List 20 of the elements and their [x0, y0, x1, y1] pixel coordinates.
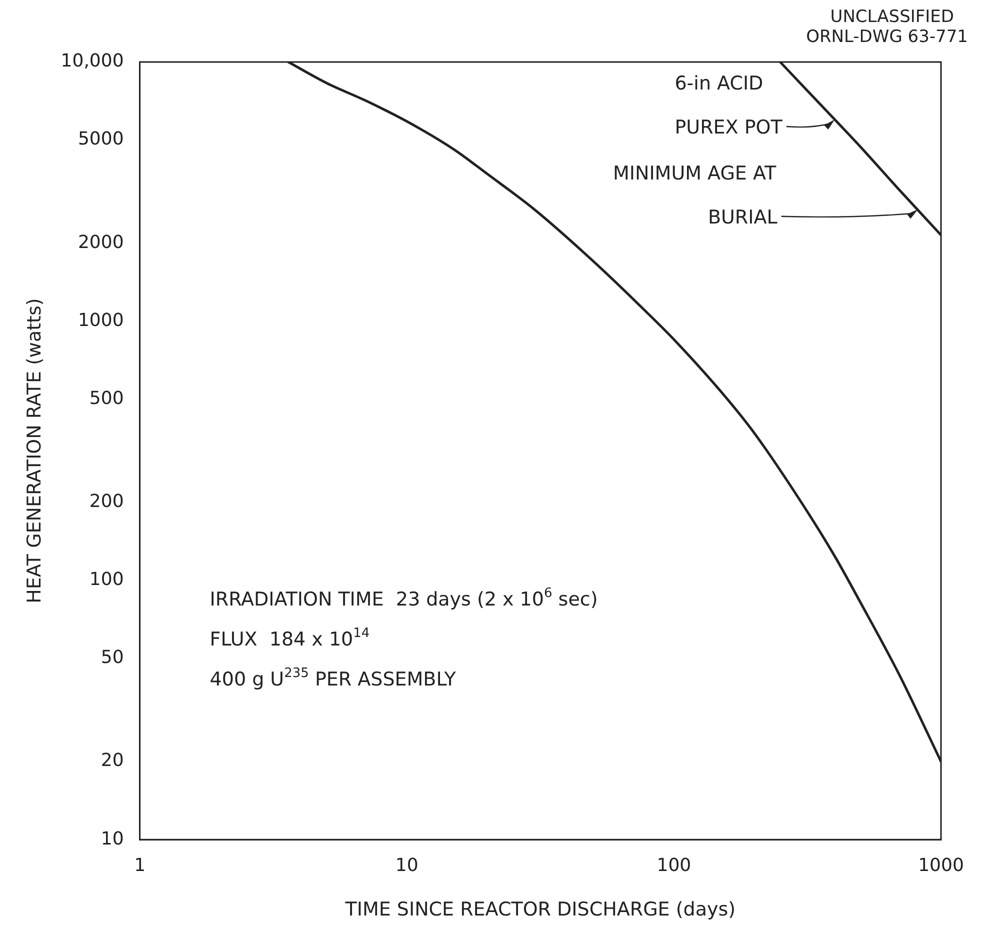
y-tick-label: 50 [100, 647, 124, 668]
y-tick-label: 200 [89, 491, 124, 512]
y-tick-label: 1000 [78, 310, 124, 331]
y-tick-label: 5000 [78, 128, 124, 150]
text: ORNL-DWG 63-771 [806, 27, 968, 47]
y-tick-label: 100 [89, 569, 124, 590]
y-tick-label: 10,000 [60, 50, 124, 72]
x-tick-label: 1 [134, 855, 146, 876]
y-axis-title: HEAT GENERATION RATE (watts) [23, 298, 46, 604]
x-axis-title: TIME SINCE REACTOR DISCHARGE (days) [344, 898, 736, 921]
y-tick-label: 2000 [78, 232, 124, 253]
y-tick-label: 20 [100, 750, 124, 772]
y-tick-label: 500 [89, 388, 124, 409]
annotation: MINIMUM AGE AT BURIAL [612, 162, 778, 228]
text: UNCLASSIFIED [830, 7, 954, 27]
y-tick-label: 10 [100, 828, 124, 850]
annotation: 6-in ACID PUREX POT [674, 72, 783, 139]
x-tick-label: 10 [395, 855, 418, 876]
x-tick-label: 100 [656, 855, 692, 876]
x-tick-label: 1000 [918, 855, 964, 876]
